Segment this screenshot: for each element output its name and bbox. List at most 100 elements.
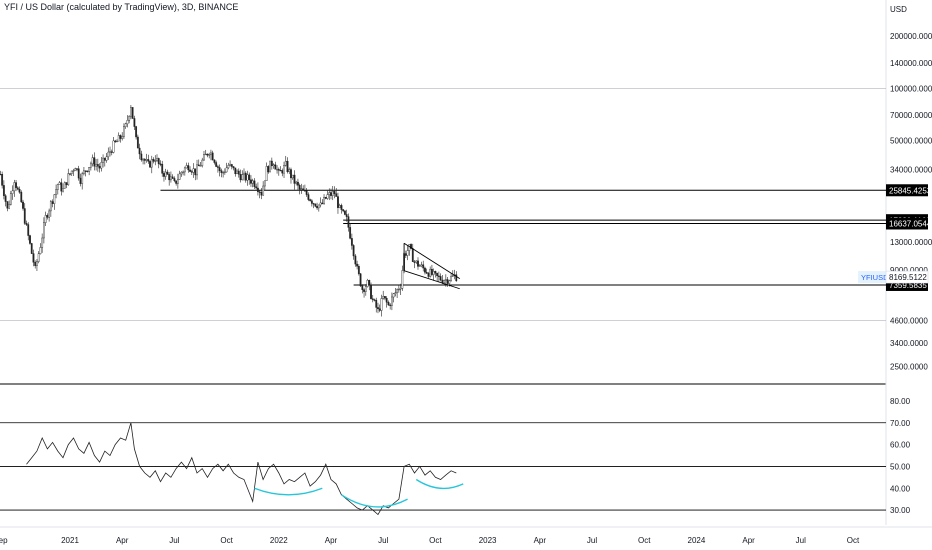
candle-body xyxy=(415,260,418,263)
candle-body xyxy=(143,159,146,161)
candle-body xyxy=(25,223,28,225)
candle-body xyxy=(455,274,458,282)
level-badge-label: 7359.5835 xyxy=(889,281,927,290)
candle-body xyxy=(1,174,4,186)
candle-body xyxy=(248,174,251,181)
candle-body xyxy=(133,118,136,127)
candle-body xyxy=(357,266,360,274)
candle-body xyxy=(218,167,221,171)
candle-body xyxy=(429,268,432,277)
candle-body xyxy=(274,164,277,170)
candle-body xyxy=(333,191,336,194)
candle-body xyxy=(302,188,305,191)
rsi-tick-label: 70.00 xyxy=(890,419,911,428)
price-tick-label: 13000.0000 xyxy=(890,238,932,247)
candle-body xyxy=(30,243,33,254)
time-tick-label: Apr xyxy=(534,536,547,545)
candle-body xyxy=(70,170,73,174)
candle-body xyxy=(328,192,331,195)
time-tick-label: Jul xyxy=(587,536,597,545)
candle-body xyxy=(451,275,454,277)
candle-body xyxy=(448,280,451,284)
trend-line[interactable] xyxy=(403,270,460,290)
candle-body xyxy=(389,304,392,306)
candle-body xyxy=(239,174,242,181)
symbol-badge xyxy=(858,271,886,284)
candle-body xyxy=(183,167,186,173)
rsi-tick-label: 60.00 xyxy=(890,441,911,450)
candle-body xyxy=(350,238,353,246)
time-tick-label: Apr xyxy=(116,536,129,545)
candle-body xyxy=(171,176,174,179)
symbol-badge-label: YFIUSD xyxy=(861,273,889,282)
candle-body xyxy=(340,205,343,210)
time-tick-label: 2023 xyxy=(479,536,497,545)
candle-body xyxy=(364,286,367,292)
candle-body xyxy=(431,268,433,275)
candle-body xyxy=(128,115,131,121)
candle-body xyxy=(443,280,445,283)
candle-body xyxy=(213,159,216,163)
candle-body xyxy=(286,160,289,172)
candle-body xyxy=(22,201,24,209)
candle-body xyxy=(323,197,325,204)
candle-body xyxy=(41,237,44,248)
trend-line[interactable] xyxy=(403,242,461,280)
candle-body xyxy=(347,216,350,228)
candle-body xyxy=(408,244,411,251)
candle-body xyxy=(16,187,19,190)
price-tick-label: 100000.0000 xyxy=(890,84,932,93)
candle-body xyxy=(232,166,235,169)
candle-body xyxy=(163,173,165,177)
candle-body xyxy=(119,135,122,139)
candle-body xyxy=(401,270,404,289)
candle-body xyxy=(8,204,10,209)
candle-body xyxy=(370,284,372,299)
candle-body xyxy=(300,188,303,190)
candle-body xyxy=(312,203,315,205)
candle-body xyxy=(53,194,56,204)
candle-body xyxy=(244,172,247,181)
candle-body xyxy=(411,248,414,262)
rsi-curve-drawing[interactable] xyxy=(415,478,464,490)
candle-body xyxy=(326,194,329,199)
candle-body xyxy=(116,140,118,143)
candle-body xyxy=(382,296,385,299)
level-badge-label: 16637.0544 xyxy=(889,219,932,228)
time-tick-label: Oct xyxy=(847,536,860,545)
candle-body xyxy=(439,276,442,281)
candle-body xyxy=(194,168,197,176)
candle-body xyxy=(29,235,31,244)
candle-body xyxy=(206,153,209,156)
candle-body xyxy=(203,154,205,161)
rsi-curve-drawing[interactable] xyxy=(341,494,408,508)
candle-body xyxy=(178,173,181,180)
candle-body xyxy=(424,267,426,273)
candle-body xyxy=(349,227,352,239)
candle-body xyxy=(15,182,17,188)
candle-body xyxy=(46,215,49,218)
candle-body xyxy=(377,307,379,310)
candle-body xyxy=(434,271,437,274)
candle-body xyxy=(319,202,322,206)
candle-body xyxy=(201,159,204,166)
level-badge xyxy=(886,184,928,197)
candle-body xyxy=(257,187,259,192)
candle-body xyxy=(76,168,78,170)
candle-body xyxy=(427,272,430,277)
candle-body xyxy=(136,136,139,149)
price-axis[interactable]: USD 200000.0000 140000.0000 100000.0000 7000… xyxy=(858,5,932,515)
candle-body xyxy=(263,180,266,187)
candle-body xyxy=(150,159,153,168)
candle-body xyxy=(236,170,238,175)
candle-body xyxy=(396,289,399,293)
candle-body xyxy=(126,120,129,125)
candle-body xyxy=(114,140,117,142)
current-price-badge xyxy=(885,270,929,284)
candle-body xyxy=(142,159,144,161)
candle-body xyxy=(112,140,115,153)
candle-body xyxy=(373,299,376,301)
rsi-curve-drawing[interactable] xyxy=(254,487,323,496)
time-axis[interactable]: Sep 2021 Apr Jul Oct 2022 Apr Jul Oct 2023 Apr Jul O… xyxy=(0,526,932,545)
